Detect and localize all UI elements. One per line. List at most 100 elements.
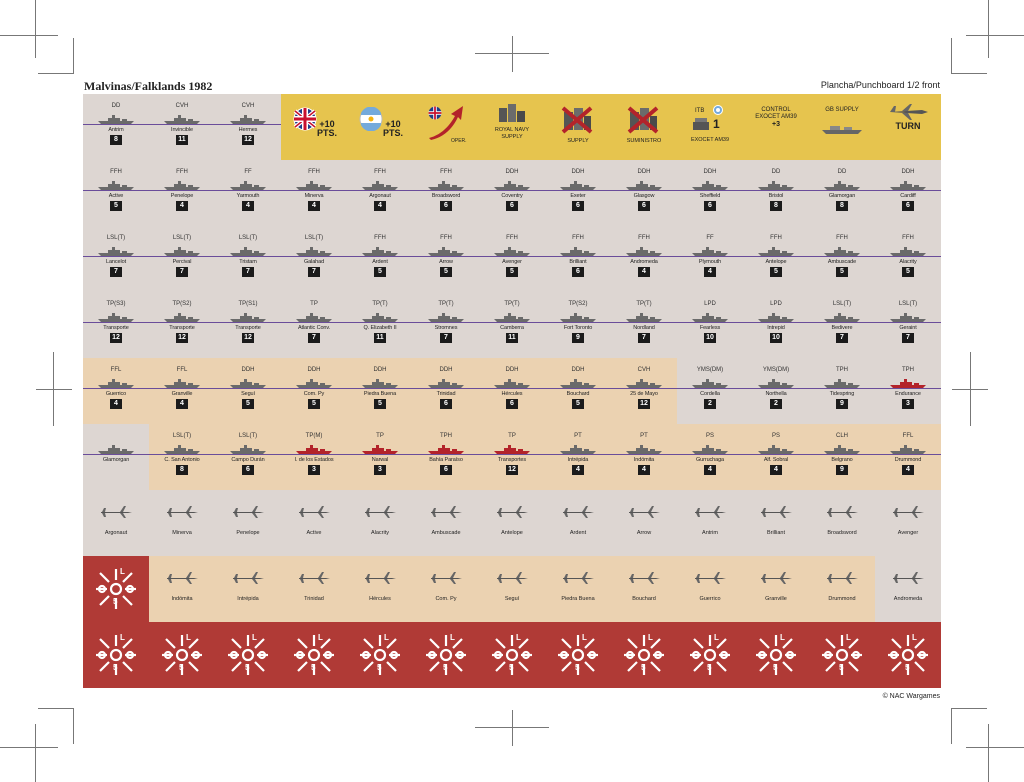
- missile-counter[interactable]: Guerrico: [677, 556, 743, 622]
- ship-counter[interactable]: DDH Sheffield 6: [677, 160, 743, 226]
- missile-counter[interactable]: Bouchard: [611, 556, 677, 622]
- ship-counter[interactable]: LPD Intrepid 10: [743, 292, 809, 358]
- missile-counter[interactable]: Ardent: [545, 490, 611, 556]
- missile-counter[interactable]: Drummond: [809, 556, 875, 622]
- gb-supply-marker[interactable]: GB SUPPLY: [809, 94, 875, 160]
- missile-counter[interactable]: Active: [281, 490, 347, 556]
- missile-counter[interactable]: Hércules: [347, 556, 413, 622]
- missile-counter[interactable]: Argonaut: [83, 490, 149, 556]
- oper-marker[interactable]: OPER.: [413, 94, 479, 160]
- ship-counter[interactable]: FFL Granville 4: [149, 358, 215, 424]
- ship-counter[interactable]: CVH Hermes 12: [215, 94, 281, 160]
- ar-points-marker[interactable]: +10 PTS.: [347, 94, 413, 160]
- royal-navy-supply-marker[interactable]: ROYAL NAVY SUPPLY: [479, 94, 545, 160]
- ship-counter[interactable]: FFL Guerrico 4: [83, 358, 149, 424]
- ship-counter[interactable]: DDH Cardiff 6: [875, 160, 941, 226]
- missile-counter[interactable]: Trinidad: [281, 556, 347, 622]
- missile-counter[interactable]: Arrow: [611, 490, 677, 556]
- missile-counter[interactable]: Brilliant: [743, 490, 809, 556]
- ship-counter[interactable]: PS Gurruchaga 4: [677, 424, 743, 490]
- ship-counter[interactable]: DD Glamorgan 8: [809, 160, 875, 226]
- ship-counter[interactable]: FF Plymouth 4: [677, 226, 743, 292]
- missile-counter[interactable]: Penelope: [215, 490, 281, 556]
- ship-counter[interactable]: DDH Piedra Buena 5: [347, 358, 413, 424]
- missile-counter[interactable]: Ambuscade: [413, 490, 479, 556]
- missile-counter[interactable]: Broadsword: [809, 490, 875, 556]
- ship-counter[interactable]: LPD Fearless 10: [677, 292, 743, 358]
- missile-counter[interactable]: Piedra Buena: [545, 556, 611, 622]
- ship-counter[interactable]: TP(T) Camberra 11: [479, 292, 545, 358]
- suministro-marker[interactable]: SUMINISTRO: [611, 94, 677, 160]
- ship-counter[interactable]: TPH Bahía Paraíso 6: [413, 424, 479, 490]
- missile-counter[interactable]: Alacrity: [347, 490, 413, 556]
- ship-counter[interactable]: TP(T) Stromnes 7: [413, 292, 479, 358]
- ship-counter[interactable]: FFH Broadsword 6: [413, 160, 479, 226]
- ship-counter[interactable]: DDH Glasgow 6: [611, 160, 677, 226]
- ship-counter[interactable]: DD Bristol 8: [743, 160, 809, 226]
- ship-counter[interactable]: LSL(T) Galahad 7: [281, 226, 347, 292]
- ship-counter[interactable]: FFH Andromeda 4: [611, 226, 677, 292]
- missile-counter[interactable]: Avenger: [875, 490, 941, 556]
- supply-marker[interactable]: SUPPLY: [545, 94, 611, 160]
- ship-counter[interactable]: PT Intrépida 4: [545, 424, 611, 490]
- ship-counter[interactable]: FF Yarmouth 4: [215, 160, 281, 226]
- ship-counter[interactable]: LSL(T) Geraint 7: [875, 292, 941, 358]
- ship-counter[interactable]: LSL(T) Bedivere 7: [809, 292, 875, 358]
- ship-counter[interactable]: DDH Exeter 6: [545, 160, 611, 226]
- ship-counter[interactable]: CLH Belgrano 9: [809, 424, 875, 490]
- ship-counter[interactable]: TP(T) Nordland 7: [611, 292, 677, 358]
- missile-counter[interactable]: Antelope: [479, 490, 545, 556]
- ship-counter[interactable]: FFH Penelope 4: [149, 160, 215, 226]
- ship-counter[interactable]: FFH Avenger 5: [479, 226, 545, 292]
- ship-counter[interactable]: TP Atlantic Conv. 7: [281, 292, 347, 358]
- ship-counter[interactable]: TP(S2) Transporte 12: [149, 292, 215, 358]
- missile-counter[interactable]: Andromeda: [875, 556, 941, 622]
- ship-counter[interactable]: FFH Active 5: [83, 160, 149, 226]
- ship-counter[interactable]: FFH Brilliant 6: [545, 226, 611, 292]
- ship-counter[interactable]: LSL(T) C. San Antonio 8: [149, 424, 215, 490]
- missile-counter[interactable]: Seguí: [479, 556, 545, 622]
- ship-counter[interactable]: YMS(DM) Northella 2: [743, 358, 809, 424]
- missile-counter[interactable]: Indómita: [149, 556, 215, 622]
- ship-counter[interactable]: FFH Minerva 4: [281, 160, 347, 226]
- ship-counter[interactable]: TP(M) I. de los Estados 3: [281, 424, 347, 490]
- ship-counter[interactable]: FFL Drummond 4: [875, 424, 941, 490]
- ship-counter[interactable]: TPH Tidespring 9: [809, 358, 875, 424]
- ship-counter[interactable]: FFH Ambuscade 5: [809, 226, 875, 292]
- ship-counter[interactable]: PS Alf. Sobral 4: [743, 424, 809, 490]
- ship-counter[interactable]: DD Antrim 8: [83, 94, 149, 160]
- ship-counter[interactable]: CVH 25 de Mayo 12: [611, 358, 677, 424]
- ship-counter[interactable]: DDH Com. Py 5: [281, 358, 347, 424]
- ship-counter[interactable]: LSL(T) Tristam 7: [215, 226, 281, 292]
- ship-counter[interactable]: FFH Arrow 5: [413, 226, 479, 292]
- ship-counter[interactable]: FFH Antelope 5: [743, 226, 809, 292]
- ship-counter[interactable]: FFH Ardent 5: [347, 226, 413, 292]
- ship-counter[interactable]: Glamorgan: [83, 424, 149, 490]
- ship-counter[interactable]: PT Indómita 4: [611, 424, 677, 490]
- missile-counter[interactable]: Intrépida: [215, 556, 281, 622]
- ship-counter[interactable]: CVH Invincible 11: [149, 94, 215, 160]
- ship-counter[interactable]: TP Transportes 12: [479, 424, 545, 490]
- missile-counter[interactable]: Minerva: [149, 490, 215, 556]
- ship-counter[interactable]: YMS(DM) Cordella 2: [677, 358, 743, 424]
- control-exocet-marker[interactable]: CONTROL EXOCET AM39 +3: [743, 94, 809, 160]
- itb-exocet-marker[interactable]: ITB 1 EXOCET AM39: [677, 94, 743, 160]
- turn-marker[interactable]: TURN: [875, 94, 941, 160]
- ship-counter[interactable]: TP(T) Q. Elizabeth II 11: [347, 292, 413, 358]
- ship-counter[interactable]: LSL(T) Campo Durán 6: [215, 424, 281, 490]
- ship-counter[interactable]: FFH Argonaut 4: [347, 160, 413, 226]
- ship-counter[interactable]: TP Narwal 3: [347, 424, 413, 490]
- missile-counter[interactable]: Granville: [743, 556, 809, 622]
